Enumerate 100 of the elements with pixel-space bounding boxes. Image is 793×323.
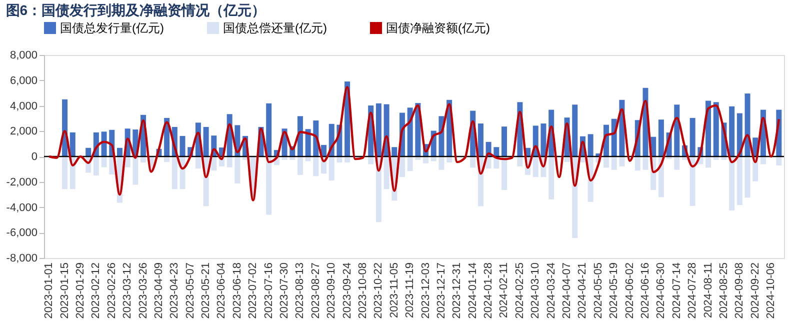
bar — [548, 156, 554, 200]
x-tick-label: 2023-09-24 — [341, 262, 354, 319]
bar — [501, 156, 507, 190]
x-tick-label: 2023-12-17 — [435, 262, 448, 319]
y-tick-label: 0 — [31, 151, 38, 163]
bar — [494, 147, 500, 156]
bar — [407, 108, 413, 156]
bar — [328, 156, 334, 180]
x-tick-label: 2023-03-12 — [122, 262, 134, 319]
bar — [297, 116, 303, 156]
bar — [713, 102, 719, 156]
y-tick-label: -6,000 — [6, 227, 38, 240]
bar — [438, 156, 444, 170]
bar — [470, 156, 476, 168]
y-tick-label: -4,000 — [6, 202, 38, 214]
bar — [336, 156, 342, 162]
x-tick-label: 2023-01-01 — [43, 262, 56, 319]
bar — [93, 156, 99, 176]
bar — [266, 103, 272, 156]
bar — [101, 156, 107, 168]
bar — [86, 148, 92, 156]
x-tick-label: 2024-03-24 — [545, 262, 558, 319]
bar — [297, 156, 303, 175]
bar — [532, 156, 538, 178]
x-tick-label: 2023-05-21 — [200, 262, 212, 319]
x-tick-label: 2023-12-03 — [420, 262, 432, 319]
bar — [376, 103, 382, 156]
bar — [501, 126, 507, 156]
bar — [674, 156, 680, 170]
bar — [642, 156, 648, 170]
bar — [744, 156, 750, 198]
bar — [203, 126, 209, 156]
x-tick-label: 2023-03-26 — [137, 262, 150, 319]
legend-label: 国债总偿还量(亿元) — [223, 21, 327, 35]
y-tick-label: 6,000 — [10, 74, 38, 87]
bar — [736, 156, 742, 205]
bar — [266, 156, 272, 215]
y-tick-label: 4,000 — [10, 100, 38, 112]
y-tick-label: -2,000 — [6, 176, 38, 188]
x-tick-label: 2024-01-28 — [482, 262, 495, 319]
bar — [572, 104, 578, 156]
bar — [62, 156, 68, 190]
x-tick-label: 2024-02-25 — [514, 262, 526, 319]
bar — [729, 106, 735, 156]
x-tick-label: 2023-09-10 — [326, 262, 338, 319]
y-tick-label: 8,000 — [10, 50, 38, 62]
bar — [478, 124, 484, 156]
x-tick-label: 2024-06-30 — [655, 262, 668, 319]
bar — [729, 156, 735, 211]
bar — [634, 156, 640, 171]
bar — [407, 156, 413, 172]
bar — [226, 156, 232, 168]
legend-label: 国债总发行量(亿元) — [60, 21, 164, 35]
x-tick-label: 2023-02-12 — [90, 262, 102, 319]
x-tick-label: 2024-09-22 — [749, 262, 762, 319]
bar — [776, 156, 782, 166]
x-tick-label: 2024-02-11 — [498, 262, 510, 318]
bar — [690, 156, 696, 206]
x-tick-label: 2023-10-08 — [356, 262, 369, 319]
legend-label: 国债净融资额(亿元) — [386, 21, 490, 35]
x-tick-label: 2024-04-21 — [576, 262, 589, 319]
x-tick-label: 2023-06-18 — [231, 262, 244, 319]
x-tick-label: 2024-01-14 — [466, 262, 479, 319]
y-tick-label: -8,000 — [6, 252, 38, 264]
bar — [760, 156, 766, 164]
x-tick-label: 2024-08-25 — [718, 262, 730, 319]
bar — [344, 156, 350, 162]
bar — [368, 156, 374, 164]
bar — [132, 156, 138, 185]
bar — [234, 156, 240, 184]
bar — [619, 156, 625, 166]
x-tick-label: 2024-08-11 — [702, 262, 714, 318]
x-tick-label: 2023-05-07 — [184, 262, 196, 319]
x-tick-label: 2023-07-30 — [278, 262, 291, 319]
x-tick-label: 2023-07-02 — [247, 262, 260, 319]
bar — [588, 134, 594, 156]
x-tick-label: 2023-12-31 — [451, 262, 464, 319]
bar — [706, 156, 712, 168]
bar — [674, 104, 680, 156]
bar — [446, 156, 452, 162]
bar — [423, 156, 429, 164]
x-tick-label: 2024-07-14 — [670, 262, 683, 319]
bar — [195, 156, 201, 169]
bar — [658, 120, 664, 156]
x-tick-label: 2024-04-07 — [561, 262, 574, 319]
x-tick-label: 2024-06-02 — [624, 262, 636, 319]
line-series — [48, 86, 780, 202]
x-tick-label: 2023-08-13 — [294, 262, 306, 319]
bar — [690, 118, 696, 156]
x-tick-label: 2024-03-10 — [530, 262, 542, 319]
bar — [611, 156, 617, 170]
x-tick-label: 2023-04-09 — [152, 262, 165, 319]
x-tick-label: 2023-01-15 — [58, 262, 71, 319]
x-tick-label: 2024-05-19 — [608, 262, 620, 319]
x-tick-label: 2023-01-29 — [74, 262, 86, 319]
bar — [70, 132, 76, 156]
x-tick-label: 2023-04-23 — [168, 262, 181, 319]
x-tick-label: 2024-06-16 — [639, 262, 652, 319]
x-tick-label: 2023-08-27 — [310, 262, 322, 319]
bar — [604, 156, 610, 168]
